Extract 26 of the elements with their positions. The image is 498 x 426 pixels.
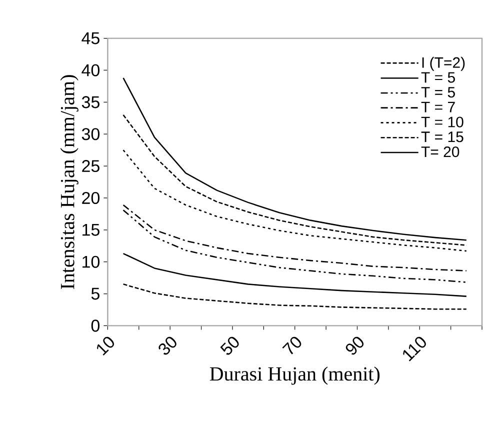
legend-label: T = 7 — [421, 102, 455, 112]
y-tick-label: 0 — [91, 320, 100, 332]
y-tick-label: 10 — [82, 256, 100, 268]
legend-label: T= 20 — [421, 146, 460, 158]
y-tick-label: 30 — [82, 128, 100, 140]
legend-label: T = 5 — [421, 72, 455, 83]
legend-label: T = 15 — [421, 132, 464, 142]
y-tick-label: 20 — [82, 192, 100, 204]
y-axis-title: Intensitas Hujan (mm/jam) — [60, 75, 78, 290]
x-tick-label: 90 — [346, 336, 364, 355]
x-axis-title: Durasi Hujan (menit) — [210, 366, 380, 385]
x-tick-label: 50 — [220, 336, 239, 355]
line-series — [122, 284, 468, 310]
x-tick-label: 70 — [282, 336, 302, 354]
x-tick-label: 110 — [403, 336, 426, 362]
legend-label: I (T=2) — [422, 56, 465, 71]
y-tick-label: 25 — [82, 160, 100, 172]
y-tick-label: 45 — [82, 32, 100, 44]
x-tick-label: 30 — [158, 336, 176, 355]
y-tick-label: 15 — [82, 224, 100, 236]
legend-label: T = 10 — [421, 116, 464, 128]
y-tick-label: 40 — [82, 64, 100, 76]
legend-label: T = 5 — [421, 87, 455, 98]
y-tick-label: 35 — [82, 96, 100, 108]
line-series — [122, 204, 468, 272]
y-tick-label: 5 — [91, 288, 100, 300]
